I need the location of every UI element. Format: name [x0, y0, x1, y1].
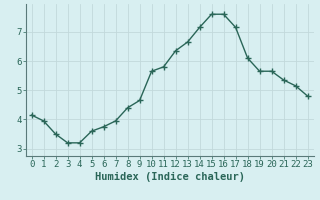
- X-axis label: Humidex (Indice chaleur): Humidex (Indice chaleur): [95, 172, 244, 182]
